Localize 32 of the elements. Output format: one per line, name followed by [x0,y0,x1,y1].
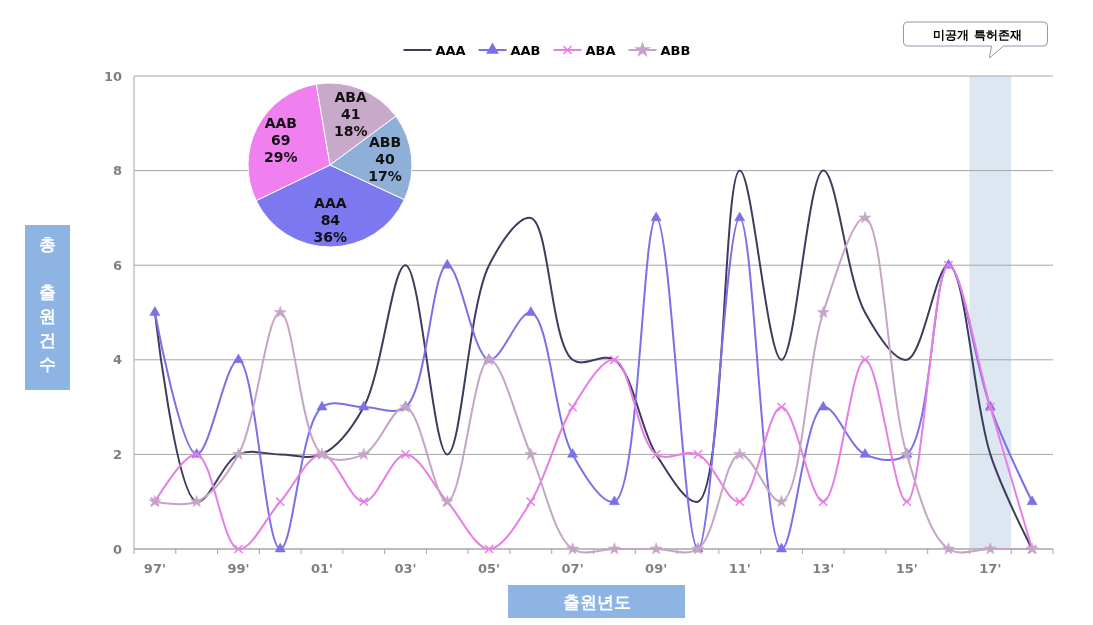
data-label: 40 17% [368,151,402,185]
x-tick-label: 13' [812,561,835,576]
text: 총 출원건수 [39,234,56,374]
x-tick-label: 05' [478,561,501,576]
x-tick-label: 11' [728,561,751,576]
x-tick-label: 03' [394,561,417,576]
band-label: 미공개 특허존재 [933,28,1022,42]
x-tick-label: 17' [979,561,1002,576]
y-tick-label: 6 [112,257,122,273]
y-tick-label: 4 [112,352,122,368]
slice-label: AAA [314,195,347,212]
y-tick-label: 0 [112,541,122,557]
x-tick-label: 99' [227,561,250,576]
legend-label: AAA [435,42,466,58]
data-label: 84 36% [313,212,348,246]
legend-label: ABB [660,42,691,58]
legend-label: AAB [510,42,541,58]
y-tick-label: 2 [112,446,122,462]
x-tick-label: 01' [310,561,334,576]
data-label: 41 18% [333,105,368,139]
x-tick-label: 15' [895,561,918,576]
slice-label: ABA [334,88,367,105]
slice-label: ABB [368,134,402,151]
legend-label: ABA [585,42,616,58]
y-tick-label: 10 [103,68,122,84]
slice-label: AAB [264,114,297,131]
data-label: 69 29% [264,131,298,165]
x-axis-title: 출원년도 [562,591,631,612]
x-tick-label: 97' [143,561,166,576]
x-tick-label: 07' [561,561,584,576]
x-tick-label: 09' [645,561,668,576]
y-tick-label: 8 [112,163,122,179]
